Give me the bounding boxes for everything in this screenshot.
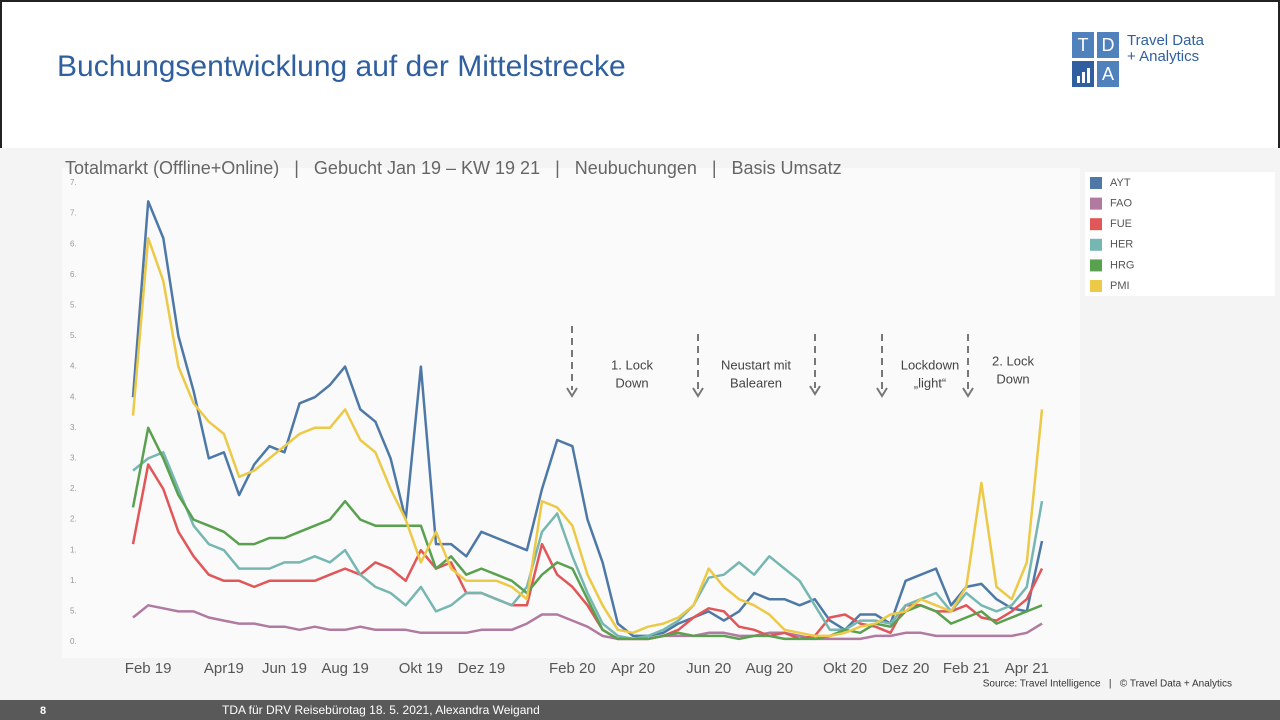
annotation: 1. Lock: [611, 357, 653, 372]
x-tick-label: Aug 19: [321, 660, 369, 677]
logo-icon: [1082, 72, 1085, 83]
y-tick-label: 7.: [70, 209, 77, 218]
legend-swatch: [1090, 177, 1102, 189]
logo-letter: A: [1102, 64, 1114, 84]
series-line: [131, 236, 1044, 638]
x-tick-label: Aug 20: [746, 660, 794, 677]
logo-tile: [1097, 32, 1119, 58]
chart-subtitle: Totalmarkt (Offline+Online) | Gebucht Ja…: [65, 158, 842, 178]
y-tick-label: 4.: [70, 362, 77, 371]
annotation: Neustart mit: [721, 357, 791, 372]
y-tick-label: 1.: [70, 576, 77, 585]
y-tick-label: 2.: [70, 484, 77, 493]
legend-swatch: [1090, 259, 1102, 272]
legend-label: AYT: [1110, 177, 1131, 189]
x-tick-label: Jun 20: [686, 660, 731, 677]
annotation: Down: [615, 375, 648, 390]
x-tick-label: Okt 20: [823, 660, 867, 677]
y-tick-label: 1.: [70, 545, 77, 554]
logo-text: Travel Data: [1127, 32, 1205, 49]
footer-text: TDA für DRV Reisebürotag 18. 5. 2021, Al…: [222, 703, 540, 717]
logo-letter: D: [1102, 35, 1115, 55]
logo-letter: T: [1078, 35, 1089, 55]
logo: T D A Travel Data + Analytics: [1072, 32, 1205, 87]
legend-swatch: [1090, 238, 1102, 251]
legend-label: FAO: [1110, 198, 1132, 210]
arrow-head: [962, 387, 974, 398]
series-line: [131, 463, 1044, 641]
x-tick-label: Dez 19: [458, 660, 506, 677]
y-tick-label: 5.: [70, 301, 77, 310]
legend-label: HRG: [1110, 259, 1134, 271]
annotation: „light“: [914, 375, 947, 390]
series-line: [131, 426, 1043, 641]
legend-swatch: [1090, 280, 1102, 292]
x-tick-label: Dez 20: [882, 660, 930, 677]
y-tick-label: 4.: [70, 392, 77, 401]
series-line: [132, 451, 1044, 641]
logo-tile: [1097, 61, 1119, 87]
logo-icon: [1087, 68, 1090, 83]
x-tick-label: Apr19: [204, 660, 244, 677]
footer-bar: [0, 700, 1280, 720]
y-tick-label: 3.: [70, 454, 77, 463]
legend-label: HER: [1110, 239, 1133, 251]
x-tick-label: Apr 21: [1005, 660, 1049, 677]
x-tick-label: Jun 19: [262, 660, 307, 677]
x-tick-label: Apr 20: [611, 660, 655, 677]
y-tick-label: 5.: [70, 607, 77, 616]
logo-text: + Analytics: [1127, 48, 1199, 65]
arrow-head: [809, 385, 821, 396]
annotation: Balearen: [730, 375, 782, 390]
annotation: Down: [996, 371, 1029, 386]
y-tick-label: 3.: [70, 423, 77, 432]
x-tick-label: Feb 19: [125, 660, 172, 677]
legend-swatch: [1090, 218, 1102, 231]
x-tick-label: Feb 20: [549, 660, 596, 677]
y-tick-label: 5.: [70, 331, 77, 340]
legend-swatch: [1090, 197, 1102, 210]
annotation: 2. Lock: [992, 353, 1034, 368]
y-tick-label: 6.: [70, 239, 77, 248]
annotation: Lockdown: [901, 357, 960, 372]
plot-area: [62, 168, 1080, 658]
y-tick-label: 6.: [70, 270, 77, 279]
annotation-arrows: [566, 326, 974, 398]
legend-label: PMI: [1110, 280, 1130, 292]
y-tick-label: 2.: [70, 515, 77, 524]
arrow-head: [876, 387, 888, 398]
arrow-head: [566, 387, 578, 398]
source: Source: Travel Intelligence | © Travel D…: [983, 679, 1232, 690]
arrow-head: [692, 387, 704, 398]
series-line: [132, 604, 1043, 641]
legend-label: FUE: [1110, 218, 1132, 230]
x-tick-label: Okt 19: [399, 660, 443, 677]
logo-icon: [1077, 76, 1080, 83]
slide-title: Buchungsentwicklung auf der Mittelstreck…: [57, 50, 626, 83]
logo-tile: [1072, 32, 1094, 58]
y-tick-label: 0.: [70, 637, 77, 646]
page-number: 8: [40, 705, 46, 717]
legend-box: [1085, 172, 1275, 296]
y-tick-label: 7.: [70, 178, 77, 187]
x-tick-label: Feb 21: [943, 660, 990, 677]
